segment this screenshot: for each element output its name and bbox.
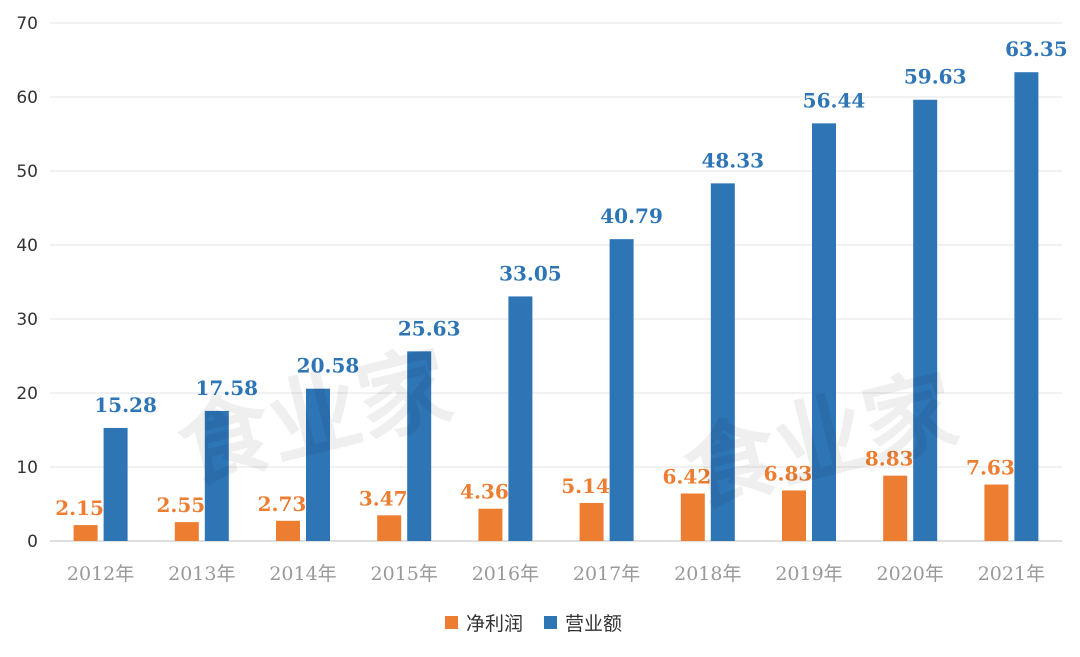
data-label-net-profit: 2.55 [156, 493, 205, 517]
data-label-net-profit: 6.42 [662, 464, 711, 488]
legend-swatch-net-profit [445, 616, 458, 629]
bar-revenue [1014, 72, 1039, 542]
data-label-revenue: 20.58 [297, 354, 360, 378]
data-label-revenue: 56.44 [803, 88, 866, 112]
legend: 净利润 营业额 [445, 613, 622, 635]
y-tick-label: 20 [16, 384, 38, 404]
bar-net-profit [984, 484, 1009, 541]
bar-net-profit [478, 508, 503, 541]
legend-label-net-profit: 净利润 [466, 613, 523, 635]
x-tick-label: 2015年 [371, 563, 438, 585]
bar-revenue [204, 410, 229, 541]
x-tick-label: 2014年 [269, 563, 336, 585]
data-label-net-profit: 7.63 [966, 456, 1015, 480]
data-label-revenue: 63.35 [1005, 37, 1068, 61]
bar-net-profit [680, 493, 705, 541]
data-label-net-profit: 4.36 [460, 480, 509, 504]
y-tick-label: 60 [16, 88, 38, 108]
data-label-net-profit: 5.14 [561, 474, 610, 498]
bar-net-profit [276, 520, 300, 541]
x-tick-label: 2013年 [168, 563, 235, 585]
bar-net-profit [174, 522, 199, 541]
data-label-net-profit: 3.47 [359, 486, 408, 510]
bar-revenue [710, 183, 735, 541]
data-label-revenue: 40.79 [600, 204, 663, 228]
data-label-revenue: 59.63 [904, 65, 967, 89]
y-tick-label: 30 [16, 310, 38, 330]
x-tick-label: 2018年 [674, 563, 741, 585]
y-tick-label: 10 [16, 458, 38, 478]
data-label-revenue: 25.63 [398, 316, 461, 340]
bar-net-profit [579, 502, 604, 541]
data-label-net-profit: 6.83 [764, 461, 813, 485]
bar-revenue [103, 427, 128, 541]
data-label-revenue: 33.05 [499, 261, 562, 285]
bar-revenue [913, 99, 938, 541]
data-label-revenue: 15.28 [94, 393, 157, 417]
x-tick-label: 2021年 [978, 563, 1045, 585]
x-tick-label: 2020年 [877, 563, 944, 585]
bar-revenue [609, 239, 634, 542]
bar-net-profit [782, 490, 806, 541]
y-tick-label: 0 [27, 532, 38, 552]
bar-revenue [306, 388, 330, 541]
legend-swatch-revenue [544, 616, 557, 629]
data-label-net-profit: 8.83 [865, 447, 914, 471]
bar-net-profit [883, 475, 908, 541]
data-label-net-profit: 2.15 [55, 496, 104, 520]
bar-revenue [812, 123, 836, 542]
bar-revenue [508, 296, 533, 541]
y-tick-label: 40 [16, 236, 38, 256]
x-tick-label: 2012年 [67, 563, 134, 585]
x-axis-tick-labels: 2012年 2013年 2014年 2015年 2016年 2017年 2018年 2019年… [67, 563, 1045, 585]
bar-revenue [407, 351, 432, 541]
y-axis-tick-labels: 0 10 20 30 40 50 60 70 [16, 14, 38, 552]
legend-label-revenue: 营业额 [565, 613, 622, 635]
bars [73, 72, 1039, 542]
x-tick-label: 2019年 [775, 563, 842, 585]
bar-net-profit [73, 525, 98, 541]
data-label-revenue: 17.58 [195, 376, 258, 400]
data-labels: 2.15 15.28 2.55 17.58 2.73 20.58 3.47 25.63 4.36… [55, 37, 1067, 520]
data-label-revenue: 48.33 [701, 148, 764, 172]
data-label-net-profit: 2.73 [258, 492, 307, 516]
y-tick-label: 50 [16, 162, 38, 182]
x-tick-label: 2016年 [472, 563, 539, 585]
y-tick-label: 70 [16, 14, 38, 34]
x-tick-label: 2017年 [573, 563, 640, 585]
bar-net-profit [377, 515, 402, 541]
